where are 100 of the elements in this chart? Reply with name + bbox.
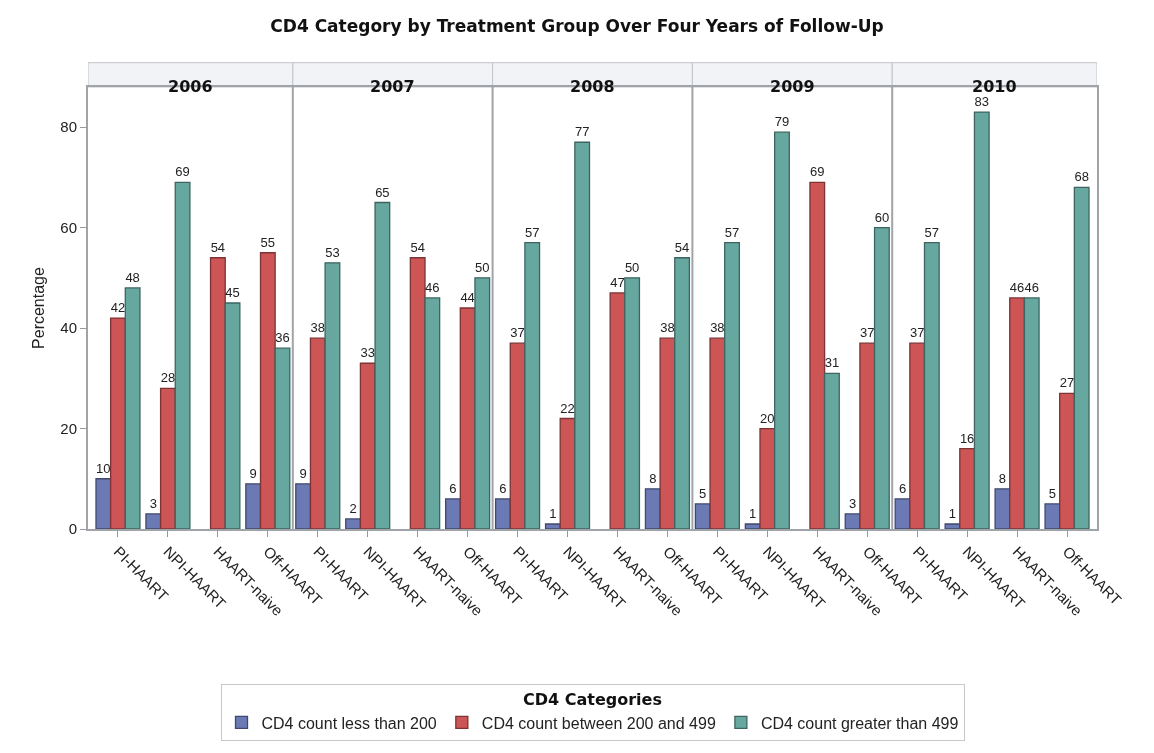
data-label: 42 [110, 300, 126, 316]
y-tick-label: 20 [60, 419, 77, 437]
bar [274, 347, 291, 529]
bar [724, 242, 740, 529]
bar [844, 513, 861, 529]
annotation: 2010 [972, 77, 1017, 96]
data-label: 54 [410, 239, 425, 255]
bar [994, 488, 1011, 529]
data-label: 37 [909, 325, 925, 341]
annotation: 2006 [168, 77, 213, 96]
data-label: 68 [1074, 169, 1089, 185]
data-label: 65 [375, 184, 390, 200]
data-label: 60 [874, 209, 890, 225]
data-label: 3 [848, 495, 857, 511]
data-label: 55 [260, 234, 276, 250]
data-label: 1 [549, 505, 557, 521]
data-label: 57 [724, 224, 740, 240]
data-label: 9 [299, 465, 307, 481]
data-label: 5 [699, 485, 707, 501]
bar [409, 257, 426, 529]
data-label: 9 [249, 465, 257, 481]
data-label: 79 [774, 114, 790, 130]
y-tick-label: 40 [60, 319, 77, 337]
bar [424, 297, 441, 529]
data-label: 5 [1048, 485, 1056, 501]
bar [524, 242, 541, 529]
bar [873, 226, 890, 529]
y-axis-title: Percentage [29, 266, 47, 349]
bar [345, 518, 362, 529]
bar [224, 302, 241, 529]
y-tick-label: 0 [68, 520, 77, 538]
legend-label: CD4 count less than 200 [261, 714, 437, 732]
bar [823, 372, 840, 529]
data-label: 53 [325, 244, 340, 260]
annotation: 2008 [570, 77, 615, 96]
data-label: 50 [475, 259, 490, 275]
data-label: 57 [524, 224, 540, 240]
data-label: 27 [1059, 375, 1075, 391]
bar [574, 141, 591, 529]
data-label: 77 [574, 124, 590, 140]
annotation: 2009 [770, 77, 815, 96]
data-label: 31 [824, 355, 840, 371]
bar [159, 387, 176, 529]
bar [209, 257, 226, 529]
data-label: 10 [96, 460, 111, 476]
bar [109, 317, 126, 529]
y-tick-label: 60 [60, 218, 77, 236]
data-label: 38 [710, 320, 725, 336]
bar [759, 427, 776, 529]
bar [744, 523, 761, 529]
bar [1023, 297, 1040, 529]
data-label: 69 [175, 164, 190, 180]
data-label: 3 [149, 495, 157, 511]
bar [973, 111, 990, 529]
data-label: 28 [160, 370, 176, 386]
bar [709, 337, 726, 529]
bar [909, 342, 926, 529]
bar [923, 242, 940, 529]
data-label: 37 [510, 325, 525, 341]
data-label: 50 [624, 259, 640, 275]
bar [295, 483, 312, 529]
legend-label: CD4 count greater than 499 [760, 714, 959, 732]
bar [809, 181, 826, 529]
bar [674, 257, 691, 529]
annotation: 2007 [370, 77, 415, 96]
bar [245, 483, 262, 529]
bar [659, 337, 676, 529]
data-label: 54 [210, 239, 226, 255]
bar [944, 523, 961, 529]
data-label: 83 [974, 94, 990, 110]
data-label: 33 [360, 345, 375, 361]
data-label: 36 [275, 330, 290, 346]
data-label: 20 [760, 410, 775, 426]
data-label: 8 [998, 470, 1007, 486]
data-label: 6 [449, 480, 457, 496]
bar [494, 498, 511, 529]
bar [1044, 503, 1061, 529]
bar [1009, 297, 1026, 529]
bar [624, 277, 641, 529]
data-label: 46 [1009, 279, 1025, 295]
data-label: 54 [674, 239, 690, 255]
data-label: 2 [349, 500, 357, 516]
bar [474, 277, 491, 529]
data-label: 6 [898, 480, 907, 496]
data-label: 37 [859, 325, 875, 341]
bar [544, 523, 561, 529]
bar [259, 252, 276, 529]
data-label: 38 [660, 320, 675, 336]
bar [859, 342, 876, 529]
bar [374, 201, 391, 529]
data-label: 46 [1024, 279, 1039, 295]
bar [174, 181, 191, 529]
bar [145, 513, 162, 529]
data-label: 1 [948, 505, 957, 521]
data-label: 6 [499, 480, 507, 496]
data-label: 48 [125, 269, 140, 285]
bar [959, 447, 976, 529]
data-label: 8 [649, 470, 657, 486]
bar [445, 498, 461, 529]
bar [324, 262, 341, 529]
